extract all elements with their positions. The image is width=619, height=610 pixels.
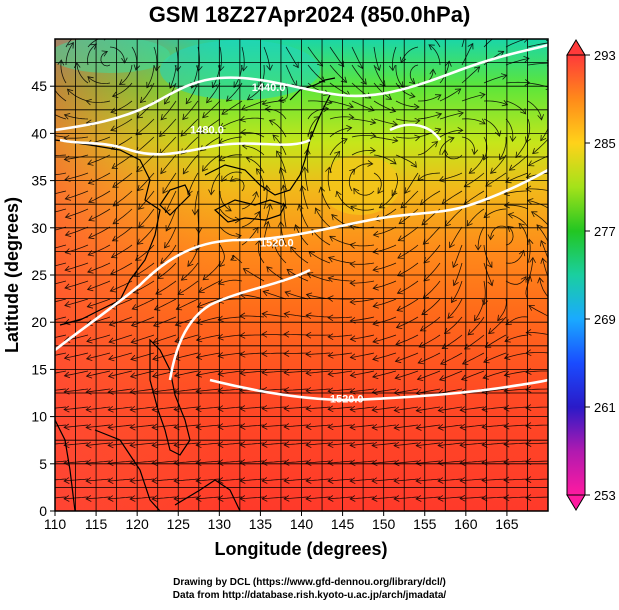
y-tick-label: 5 (39, 456, 47, 472)
y-tick-label: 10 (31, 409, 47, 425)
credit-data: Data from http://database.rish.kyoto-u.a… (0, 590, 619, 601)
colorbar-label: 269 (594, 312, 616, 327)
streamline-arrowhead (421, 31, 426, 37)
x-tick-label: 120 (125, 516, 149, 532)
x-tick-label: 115 (85, 516, 108, 532)
streamline-arrowhead (43, 283, 49, 289)
streamline-arrowhead (42, 478, 47, 484)
colorbar-label: 277 (594, 224, 616, 239)
streamline-arrowhead (42, 388, 47, 394)
y-axis-label: Latitude (degrees) (2, 197, 22, 353)
colorbar-label: 285 (594, 136, 616, 151)
y-axis-ticks: 0 5 10 15 20 25 30 35 40 45 (31, 78, 55, 519)
x-tick-label: 160 (454, 516, 478, 532)
colorbar-label: 293 (594, 48, 616, 63)
y-tick-label: 35 (31, 173, 47, 189)
streamline-arrowhead (42, 153, 47, 159)
streamline-arrowhead (42, 354, 48, 360)
streamline-arrowhead (555, 117, 561, 123)
y-tick-label: 20 (31, 314, 47, 330)
streamline-arrowhead (43, 301, 49, 307)
colorbar-top-arrow (567, 40, 585, 55)
colorbar-bottom-arrow (567, 495, 585, 510)
credit-drawing: Drawing by DCL (https://www.gfd-dennou.o… (0, 577, 619, 588)
y-tick-label: 25 (31, 267, 47, 283)
y-tick-label: 0 (39, 503, 47, 519)
x-tick-label: 155 (413, 516, 437, 532)
x-tick-label: 125 (167, 516, 191, 532)
contour-label: 1520.0 (330, 393, 364, 405)
contour-label: 1480.0 (190, 124, 224, 136)
streamline-arrowhead (466, 25, 471, 31)
contour-label: 1520.0 (260, 238, 294, 250)
contour-label: 1440.0 (252, 82, 286, 94)
colorbar-scale (567, 55, 585, 495)
x-tick-label: 165 (495, 516, 519, 532)
streamline-arrowhead (497, 32, 503, 37)
colorbar: 293 285 277 269 261 253 (567, 40, 616, 510)
streamline (550, 101, 558, 122)
streamline-arrowhead (77, 30, 83, 35)
colorbar-label: 253 (594, 488, 616, 503)
x-tick-label: 130 (208, 516, 232, 532)
x-tick-label: 140 (290, 516, 314, 532)
x-tick-label: 110 (44, 516, 67, 532)
streamline-arrowhead (43, 336, 49, 342)
streamline (42, 155, 66, 156)
streamline-arrowhead (42, 424, 47, 430)
streamline (550, 45, 574, 47)
streamline-arrowhead (43, 192, 48, 198)
streamline-arrowhead (45, 108, 51, 113)
x-tick-label: 150 (372, 516, 396, 532)
streamline-arrowhead (43, 247, 49, 253)
x-axis-ticks: 110 115 120 125 130 135 140 145 150 155 160 165 (44, 511, 519, 532)
colorbar-label: 261 (594, 400, 616, 415)
x-tick-label: 145 (331, 516, 355, 532)
y-tick-label: 15 (31, 361, 47, 377)
streamline-arrowhead (42, 442, 47, 448)
streamline-arrowhead (42, 495, 47, 501)
y-tick-label: 40 (31, 125, 47, 141)
streamline-arrowhead (43, 211, 49, 217)
x-tick-label: 135 (249, 516, 273, 532)
x-axis-label: Longitude (degrees) (214, 539, 387, 559)
y-tick-label: 45 (31, 78, 47, 94)
y-tick-label: 30 (31, 220, 47, 236)
